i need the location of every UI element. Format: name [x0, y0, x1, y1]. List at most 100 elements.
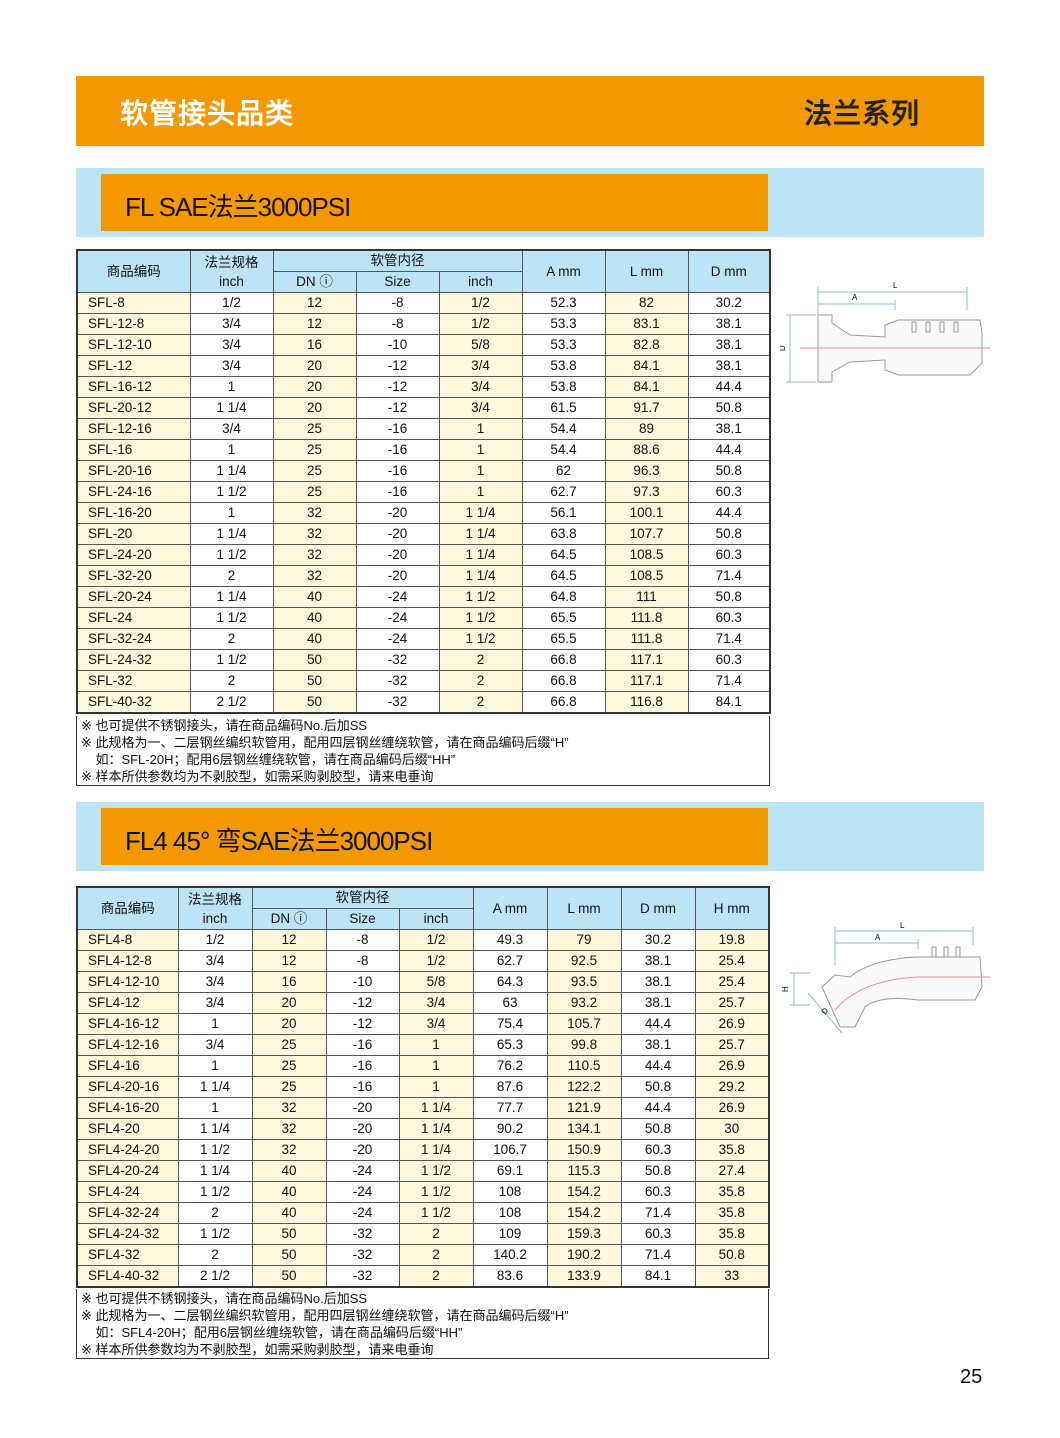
cell: 1 1/2	[398, 1160, 474, 1182]
table-row: SFL4-16-20 1 32 -20 1 1/4 77.7 121.9 44.4 26.9	[76, 1097, 770, 1119]
cell: 1 1/4	[438, 544, 523, 566]
dim-label-l: L	[893, 281, 898, 290]
cell: 25	[251, 1034, 327, 1056]
cell-code: SFL-32-20	[76, 565, 191, 587]
info-icon: ⓘ	[315, 274, 333, 289]
cell: 111	[604, 586, 689, 608]
cell: 1/2	[398, 950, 474, 972]
cell: 65.5	[521, 607, 606, 629]
cell: -12	[325, 1013, 400, 1035]
cell: 64.3	[472, 971, 548, 993]
cell: 25.4	[694, 950, 770, 972]
cell: -12	[325, 992, 400, 1014]
series-title: 法兰系列	[803, 98, 920, 129]
cell: -20	[355, 544, 440, 566]
cell: 93.2	[546, 992, 622, 1014]
cell: 64.8	[521, 586, 606, 608]
cell: 1	[177, 1055, 253, 1077]
cell: 38.1	[687, 334, 771, 356]
cell: 66.8	[521, 670, 606, 692]
cell: -16	[325, 1034, 400, 1056]
cell: 90.2	[472, 1118, 548, 1140]
header-row-1: 商品编码 法兰规格 inch 软管内径 A mm L mm D mm	[76, 249, 771, 293]
note-line: ※ 此规格为一、二层钢丝编织软管用，配用四层钢丝缠绕软管，请在商品编码后缀“H”	[81, 1308, 569, 1323]
cell: -8	[325, 950, 400, 972]
cell-code: SFL-12	[76, 355, 191, 377]
col-header-size: Size	[325, 908, 400, 930]
table-row: SFL4-20-16 1 1/4 25 -16 1 87.6 122.2 50.8 29.2	[76, 1076, 770, 1098]
cell: 2	[398, 1265, 474, 1288]
cell: 1 1/2	[189, 607, 274, 629]
spec-table-fl: 商品编码 法兰规格 inch 软管内径 A mm L mm D mm DN ⓘ Size inch…	[76, 249, 772, 714]
cell-code: SFL4-40-32	[76, 1265, 179, 1288]
category-banner: 软管接头品类 法兰系列	[76, 76, 984, 146]
cell: 50.8	[694, 1244, 770, 1266]
cell: 61.5	[521, 397, 606, 419]
cell: 79	[546, 929, 622, 951]
cell: 12	[272, 292, 357, 314]
col-header-extra: L mm	[546, 886, 622, 930]
col-header-hose-id: 软管内径	[251, 886, 474, 909]
cell: 60.3	[620, 1181, 696, 1203]
section-header-1: FL SAE法兰3000PSI	[76, 168, 984, 237]
cell: 3/4	[189, 313, 274, 335]
cell: 1	[177, 1097, 253, 1119]
cell: 99.8	[546, 1034, 622, 1056]
cell: 140.2	[472, 1244, 548, 1266]
cell: -24	[325, 1160, 400, 1182]
table-row: SFL4-20-24 1 1/4 40 -24 1 1/2 69.1 115.3 50.8 27…	[76, 1160, 770, 1182]
table-row: SFL-24-16 1 1/2 25 -16 1 62.7 97.3 60.3	[76, 481, 771, 503]
cell: 84.1	[687, 691, 771, 714]
table-row: SFL4-8 1/2 12 -8 1/2 49.3 79 30.2 19.8	[76, 929, 770, 951]
cell: 106.7	[472, 1139, 548, 1161]
cell: -12	[355, 355, 440, 377]
cell: 1 1/4	[398, 1118, 474, 1140]
cell: 53.8	[521, 355, 606, 377]
cell-code: SFL4-12-16	[76, 1034, 179, 1056]
cell: 1 1/2	[398, 1181, 474, 1203]
note-line: 如：SFL-20H；配用6层钢丝缠绕软管，请在商品编码后缀“HH”	[81, 752, 456, 767]
table-row: SFL4-12-8 3/4 12 -8 1/2 62.7 92.5 38.1 25.4	[76, 950, 770, 972]
cell: 1	[398, 1076, 474, 1098]
cell: 89	[604, 418, 689, 440]
cell: 1	[438, 481, 523, 503]
cell: 50.8	[687, 586, 771, 608]
cell: 50.8	[620, 1160, 696, 1182]
col-header-dn: DN ⓘ	[251, 908, 327, 930]
cell-code: SFL4-12-8	[76, 950, 179, 972]
cell: -32	[325, 1244, 400, 1266]
cell: 40	[251, 1202, 327, 1224]
cell: 2	[438, 649, 523, 671]
cell: 16	[251, 971, 327, 993]
cell-code: SFL-20-12	[76, 397, 191, 419]
note-line: ※ 也可提供不锈钢接头，请在商品编码No.后加SS	[81, 1291, 368, 1306]
cell: 1	[438, 418, 523, 440]
cell: 30	[694, 1118, 770, 1140]
cell: 159.3	[546, 1223, 622, 1245]
cell: 84.1	[620, 1265, 696, 1288]
cell: 25	[251, 1055, 327, 1077]
cell: 26.9	[694, 1097, 770, 1119]
cell: 65.3	[472, 1034, 548, 1056]
cell: 26.9	[694, 1013, 770, 1035]
cell: 3/4	[398, 1013, 474, 1035]
cell: 1 1/2	[189, 649, 274, 671]
cell: 1 1/2	[177, 1181, 253, 1203]
cell: 1 1/4	[189, 460, 274, 482]
dn-label: DN	[296, 274, 316, 289]
cell: 53.3	[521, 313, 606, 335]
cell: 1 1/4	[177, 1076, 253, 1098]
cell: 32	[272, 502, 357, 524]
cell: 150.9	[546, 1139, 622, 1161]
cell: 33	[694, 1265, 770, 1288]
cell-code: SFL4-20-16	[76, 1076, 179, 1098]
cell: -24	[325, 1202, 400, 1224]
cell: 76.2	[472, 1055, 548, 1077]
cell: 83.6	[472, 1265, 548, 1288]
cell: 1 1/2	[438, 607, 523, 629]
cell: -24	[355, 607, 440, 629]
col-header-inch: inch	[438, 271, 523, 293]
cell: 54.4	[521, 439, 606, 461]
cell: 20	[251, 992, 327, 1014]
table-row: SFL4-40-32 2 1/2 50 -32 2 83.6 133.9 84.1 33	[76, 1265, 770, 1288]
